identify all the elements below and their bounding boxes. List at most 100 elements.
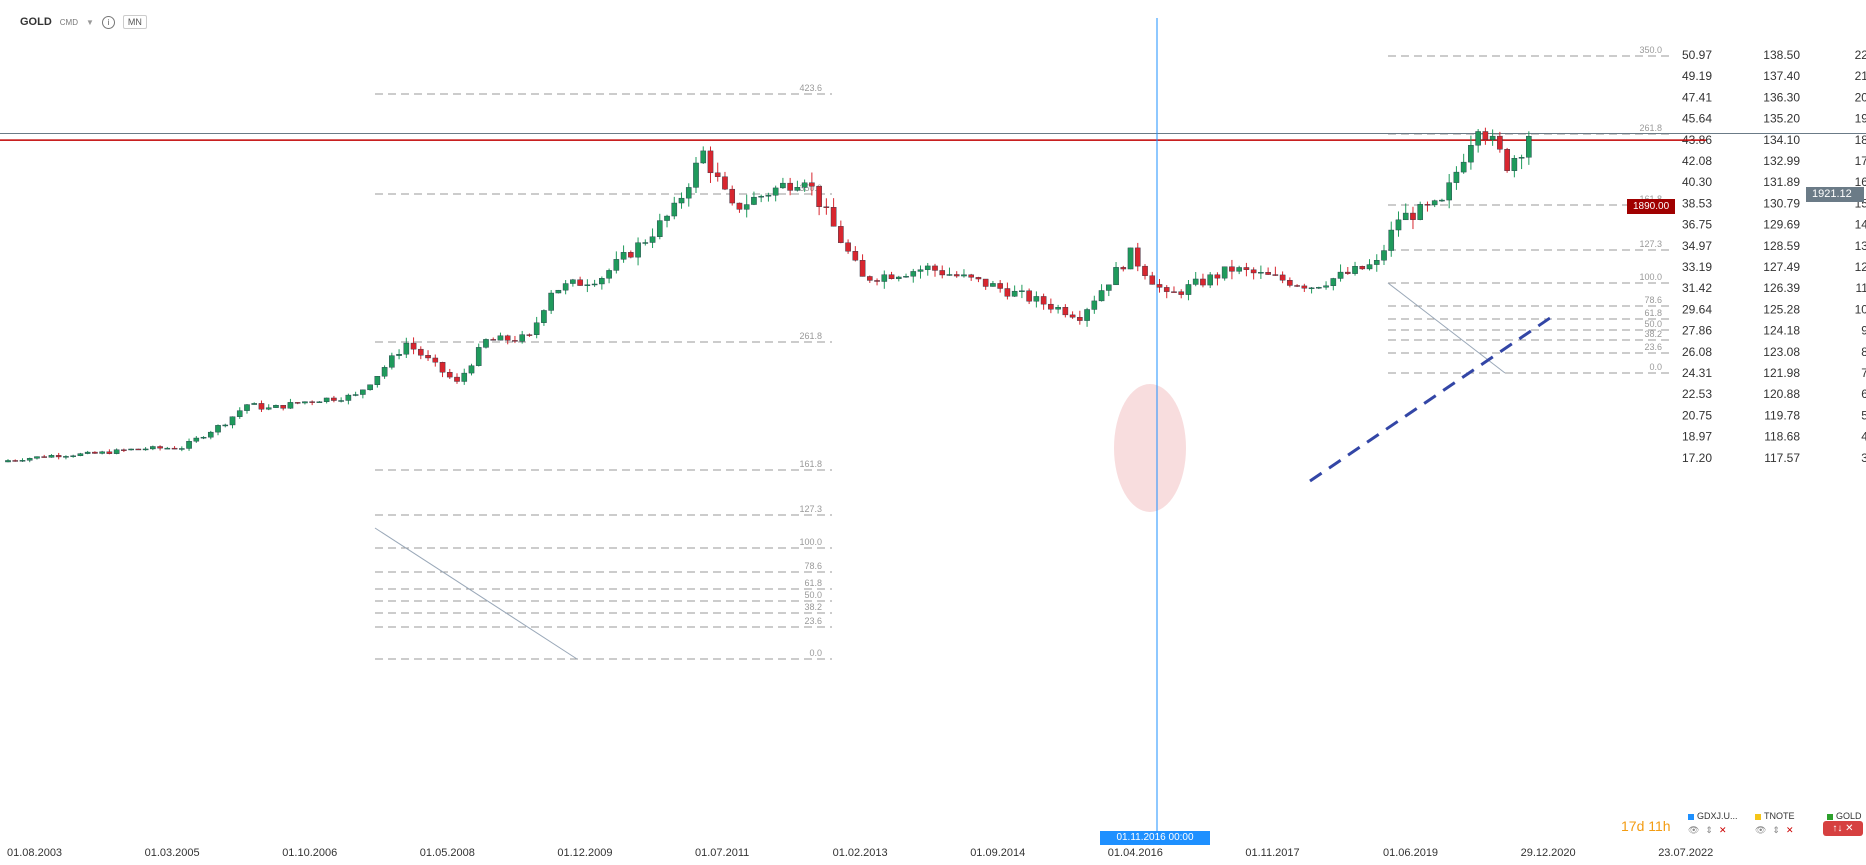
candle-body <box>1373 260 1380 265</box>
candle-body <box>809 182 815 187</box>
candle-body <box>1098 290 1105 302</box>
candle-body <box>396 354 402 356</box>
chart-header: GOLD CMD ▼ i MN <box>20 14 147 30</box>
candle-body <box>389 355 395 368</box>
fib-level-label: 23.6 <box>804 616 822 626</box>
symbol-label[interactable]: GOLD <box>20 16 52 28</box>
candle-body <box>77 453 84 456</box>
candle-body <box>1236 267 1242 272</box>
hline-price-label[interactable]: 1890.00 <box>1627 199 1676 214</box>
candle-body <box>287 402 294 409</box>
candle-body <box>1337 271 1344 279</box>
candle-body <box>1011 290 1018 297</box>
candle-body <box>859 260 866 277</box>
candle-body <box>924 265 931 270</box>
gold-series-controls-button[interactable]: ↑↓ ✕ <box>1823 821 1863 836</box>
fib-level-label: 100.0 <box>799 537 822 547</box>
candle-body <box>780 182 786 189</box>
legend-controls[interactable]: 👁⇕✕ <box>1688 825 1733 835</box>
candle-body <box>1250 269 1257 274</box>
candle-body <box>830 207 837 227</box>
y-tick-label: 1590.65 <box>1855 196 1866 210</box>
chevron-down-icon[interactable]: ▼ <box>86 17 94 27</box>
candle-body <box>1497 135 1503 150</box>
y-tick-label: 124.18 <box>1763 324 1800 338</box>
x-tick-label: 01.03.2005 <box>145 847 200 859</box>
x-tick-label: 01.09.2014 <box>970 847 1025 859</box>
candle-body <box>1395 219 1402 231</box>
candle-body <box>454 376 460 382</box>
y-tick-label: 131.89 <box>1763 175 1800 189</box>
candle-body <box>1207 274 1213 286</box>
candle-body <box>1026 290 1032 302</box>
candle-body <box>1475 131 1481 146</box>
candle-body <box>1113 267 1119 286</box>
candle-body <box>541 310 547 323</box>
candle-body <box>273 405 279 408</box>
candle-body <box>685 187 692 199</box>
fib-level-label: 78.6 <box>804 561 822 571</box>
x-tick-label: 29.12.2020 <box>1521 847 1576 859</box>
candle-body <box>1069 314 1076 318</box>
candle-body <box>729 188 736 204</box>
candle-body <box>975 277 982 280</box>
candle-body <box>12 460 19 462</box>
candle-body <box>765 195 772 197</box>
x-tick-label: 23.07.2022 <box>1658 847 1713 859</box>
candle-body <box>360 389 366 395</box>
info-icon[interactable]: i <box>101 15 115 29</box>
y-tick-label: 49.19 <box>1682 69 1712 83</box>
candle-body <box>591 283 598 286</box>
candle-body <box>997 283 1003 289</box>
candle-body <box>294 402 301 404</box>
legend-tnote[interactable]: TNOTE 👁⇕✕ <box>1755 811 1800 836</box>
legend-gold[interactable]: GOLD <box>1827 811 1862 821</box>
candle-body <box>164 447 171 450</box>
y-tick-label: 136.30 <box>1763 90 1800 104</box>
y-tick-label: 118.68 <box>1764 430 1800 444</box>
candle-body <box>1142 265 1148 276</box>
candle-body <box>1019 290 1025 292</box>
candle-body <box>1518 157 1525 159</box>
y-tick-label: 888.72 <box>1861 345 1866 359</box>
candle-body <box>229 416 236 426</box>
candle-body <box>215 425 221 433</box>
candle-body <box>338 400 344 402</box>
candle-body <box>801 182 808 188</box>
candle-body <box>490 339 497 341</box>
y-tick-label: 50.97 <box>1682 48 1712 62</box>
y-tick-label: 22.53 <box>1682 387 1712 401</box>
candle-body <box>1156 284 1163 288</box>
x-tick-label: 01.02.2013 <box>833 847 888 859</box>
candle-body <box>939 270 946 276</box>
candle-body <box>222 424 229 427</box>
candle-body <box>186 441 192 449</box>
candle-body <box>135 448 142 451</box>
y-tick-label: 119.78 <box>1764 408 1800 422</box>
fib-level-label: 350.0 <box>1639 45 1662 55</box>
candle-body <box>1258 272 1264 274</box>
candle-body <box>1105 284 1112 291</box>
candle-body <box>1062 307 1069 316</box>
legend-label: GOLD <box>1836 811 1862 821</box>
candle-body <box>1460 161 1467 173</box>
instrument-type-label: CMD <box>59 17 78 27</box>
y-tick-label: 387.34 <box>1861 451 1866 465</box>
legend-controls[interactable]: 👁⇕✕ <box>1755 825 1800 835</box>
candle-body <box>953 274 960 277</box>
candle-body <box>475 347 482 366</box>
candle-body <box>1287 279 1293 286</box>
y-tick-label: 42.08 <box>1682 154 1712 168</box>
candle-body <box>1214 274 1221 279</box>
timeframe-select[interactable]: MN <box>122 15 147 29</box>
y-tick-label: 20.75 <box>1682 408 1712 422</box>
candle-body <box>867 276 873 281</box>
y-tick-label: 38.53 <box>1682 196 1712 210</box>
vline-date-label[interactable]: 01.11.2016 00:00 <box>1100 831 1210 845</box>
candle-body <box>555 289 562 294</box>
candle-body <box>1134 247 1141 267</box>
series-color-icon <box>1827 813 1833 820</box>
fib-level-label: 78.6 <box>1644 295 1662 305</box>
legend-gdxj[interactable]: GDXJ.U... 👁⇕✕ <box>1688 811 1738 836</box>
